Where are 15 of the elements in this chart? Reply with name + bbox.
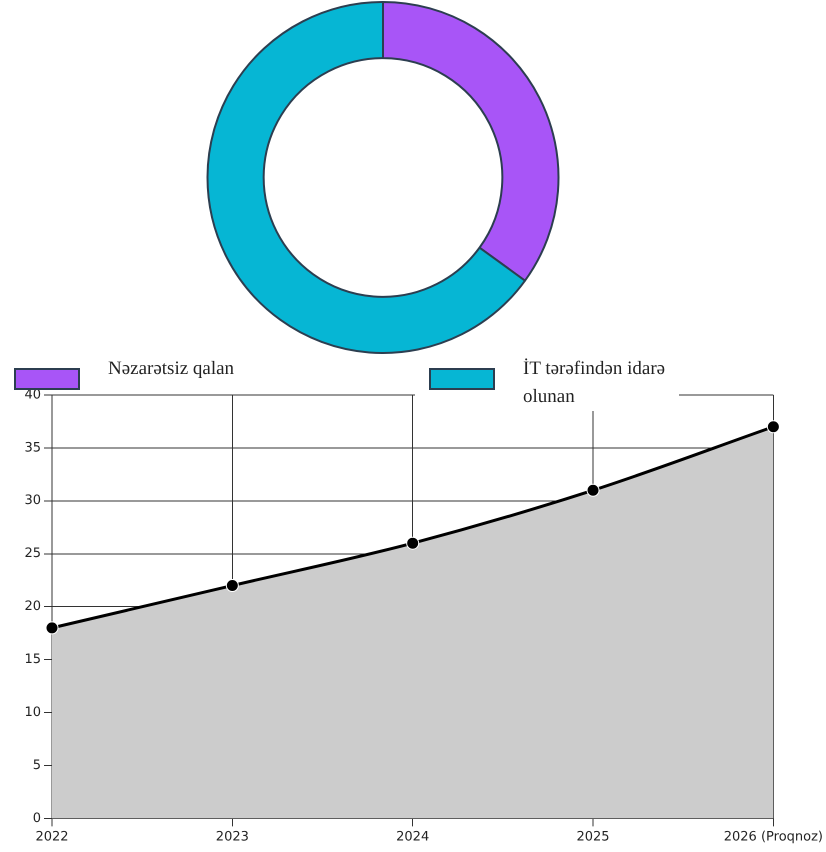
y-tick-label: 20 bbox=[24, 599, 41, 614]
y-tick-label: 35 bbox=[24, 440, 41, 456]
legend-label: Nəzarətsiz qalan bbox=[108, 355, 258, 383]
y-tick-label: 5 bbox=[32, 758, 41, 773]
y-tick-label: 30 bbox=[24, 493, 41, 508]
y-tick-label: 15 bbox=[24, 652, 41, 667]
x-tick-label: 2025 bbox=[576, 830, 610, 845]
legend-label: İT tərəfindən idarə olunan bbox=[523, 355, 673, 411]
y-tick-label: 25 bbox=[24, 546, 41, 562]
y-tick-label: 0 bbox=[32, 810, 41, 826]
x-tick-label: 2022 bbox=[35, 830, 69, 845]
x-tick-label: 2026 (Proqnoz) bbox=[724, 830, 824, 845]
x-tick-label: 2024 bbox=[396, 830, 430, 845]
y-tick-label: 10 bbox=[24, 704, 41, 720]
x-tick-label: 2023 bbox=[216, 830, 249, 845]
